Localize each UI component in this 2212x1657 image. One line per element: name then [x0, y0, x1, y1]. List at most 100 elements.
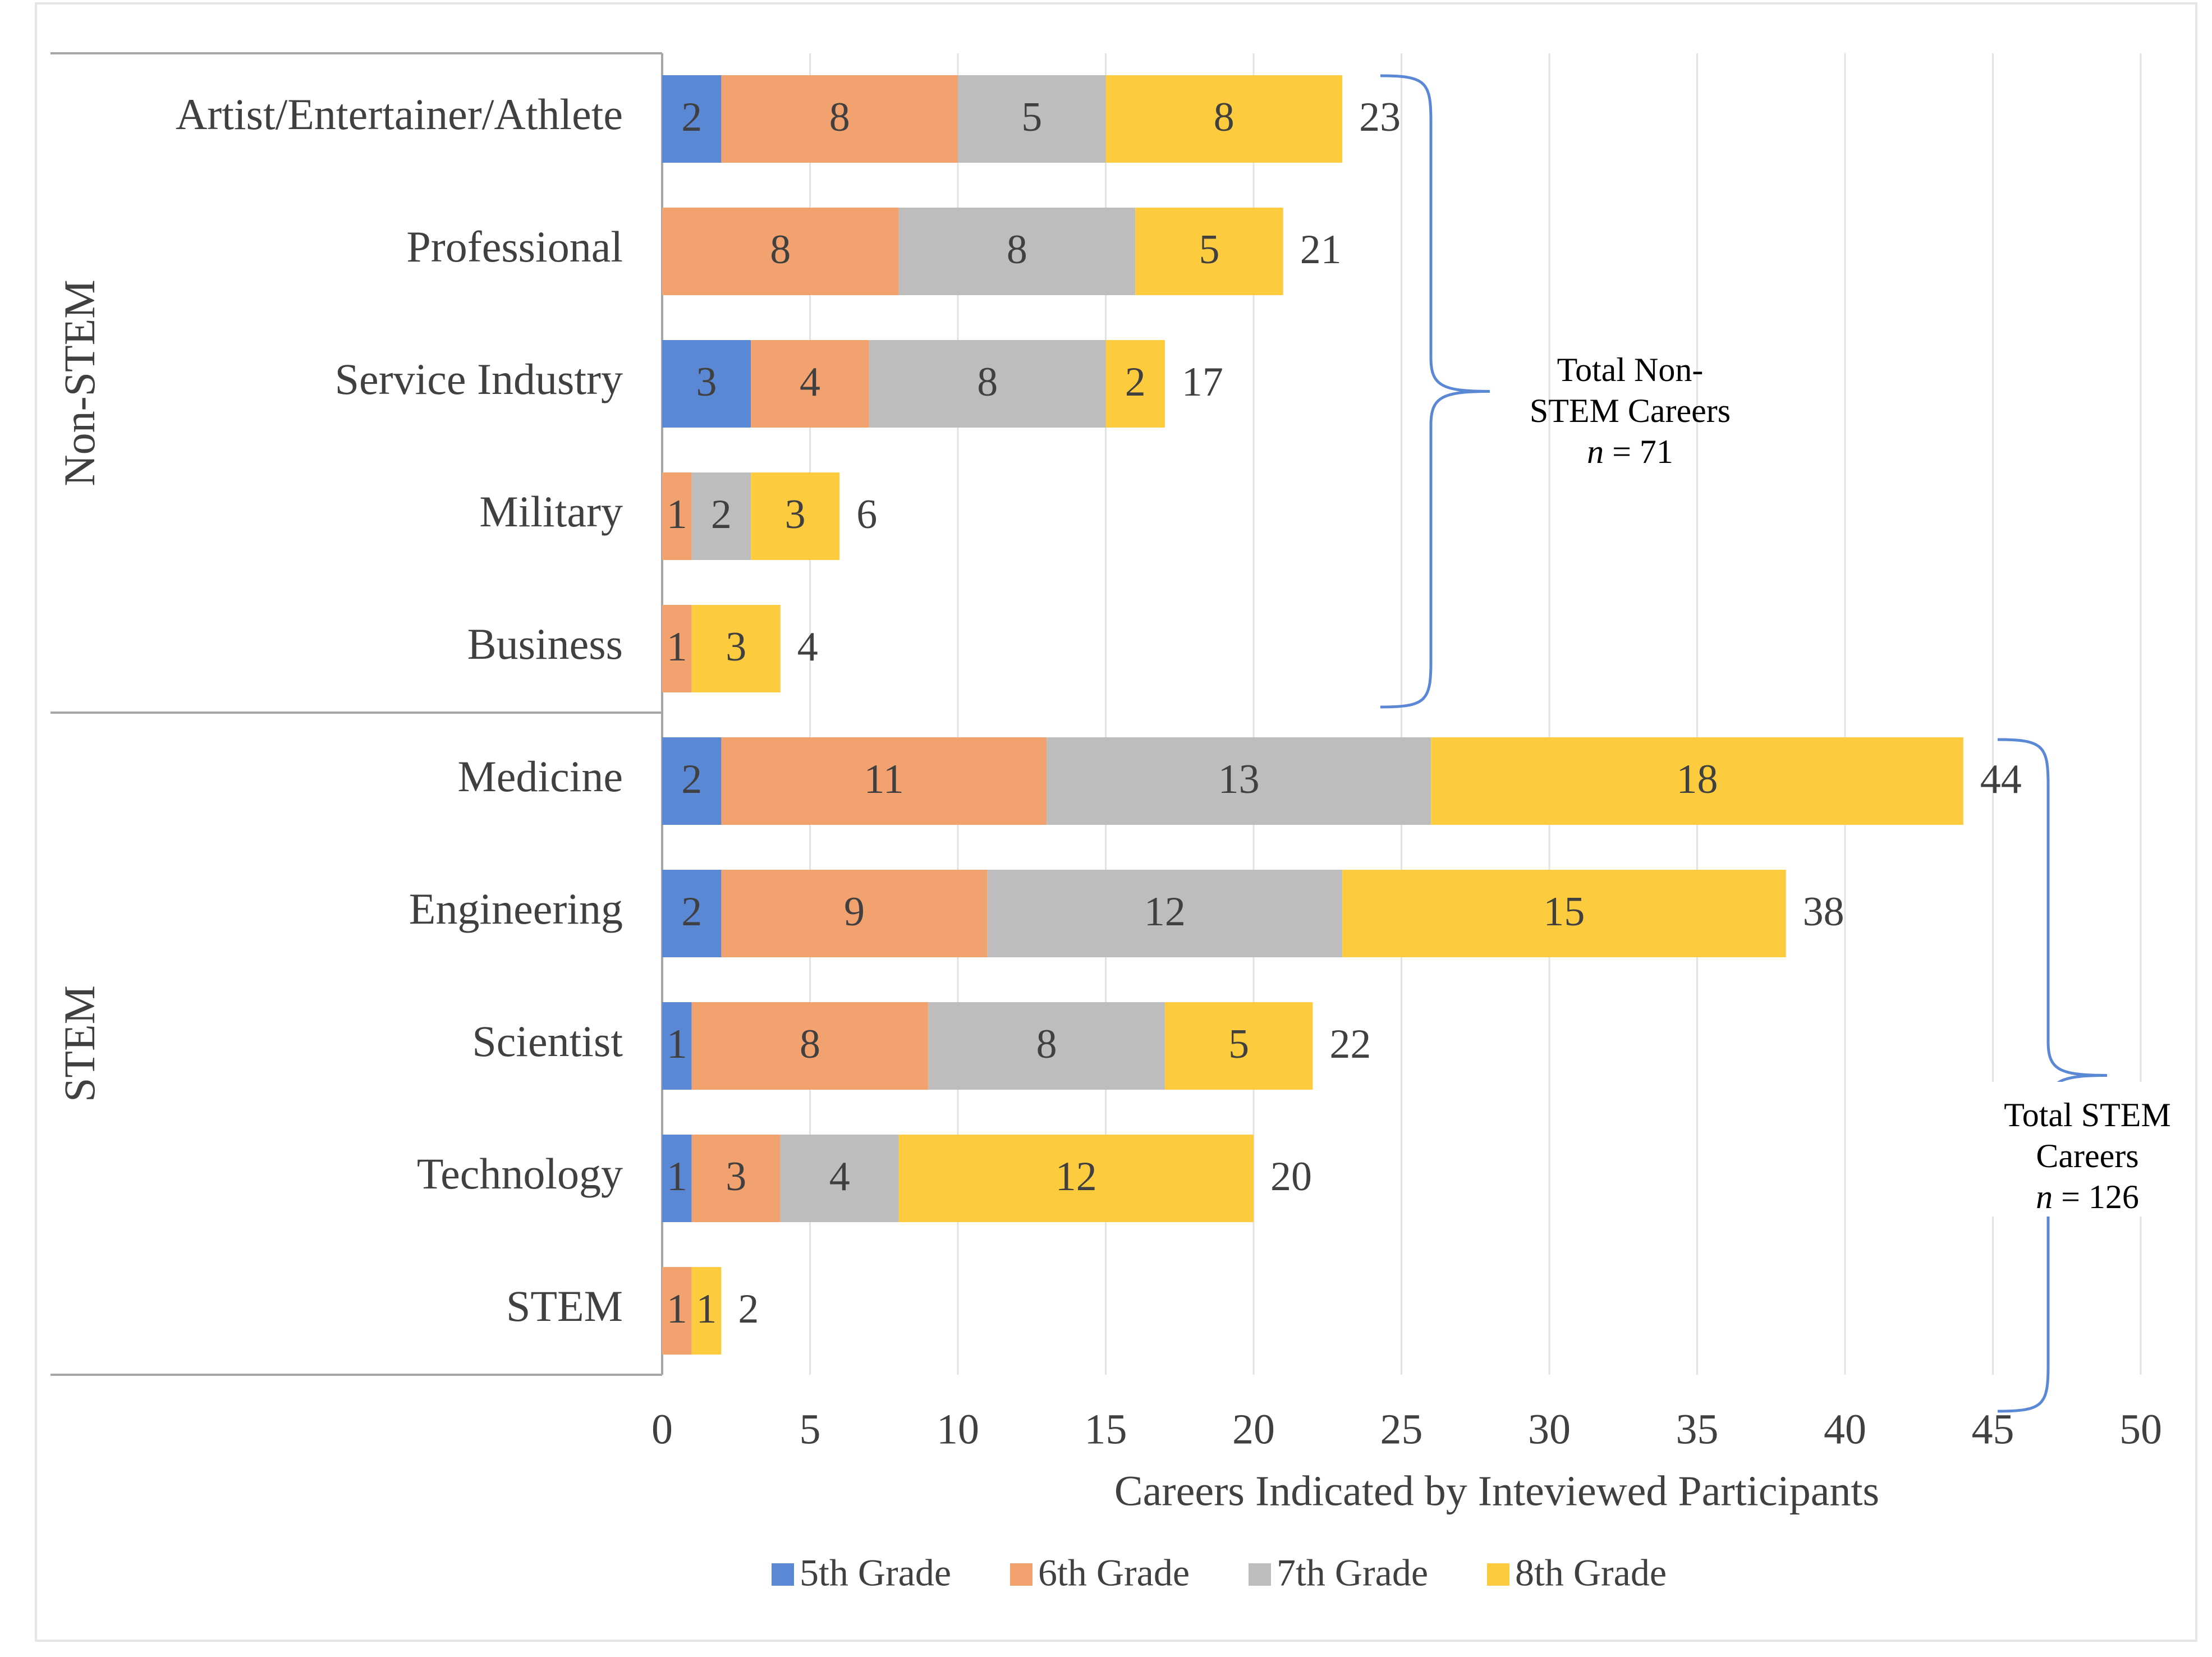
total-label: 22: [1329, 1021, 1371, 1067]
data-label: 3: [726, 624, 746, 670]
data-label: 3: [696, 359, 717, 405]
total-label: 38: [1803, 889, 1844, 935]
category-label: Business: [467, 619, 623, 668]
x-tick-label: 5: [800, 1406, 821, 1453]
bar-segment: [898, 208, 1136, 295]
legend-swatch: [1249, 1563, 1271, 1586]
bar-segment: [662, 870, 722, 957]
annotation-n-value: = 126: [2053, 1178, 2139, 1215]
data-label: 1: [696, 1286, 717, 1332]
annotation-n-symbol: n: [2036, 1178, 2053, 1215]
bar-segment: [662, 472, 692, 560]
bar-segment: [662, 208, 899, 295]
data-label: 8: [829, 94, 850, 140]
bar-segment: [691, 1002, 929, 1090]
data-label: 2: [681, 756, 702, 802]
data-label: 2: [1125, 359, 1146, 405]
category-label: STEM: [506, 1282, 623, 1330]
bar-segment: [721, 870, 988, 957]
category-label: Service Industry: [335, 355, 623, 403]
bar-segment: [1431, 737, 1963, 825]
bar-segment: [1105, 75, 1343, 163]
annotation-stem-line: Total STEM: [2004, 1096, 2170, 1133]
legend-label: 8th Grade: [1515, 1552, 1667, 1594]
bar-segment: [691, 472, 751, 560]
annotation-non-stem-line: Total Non-: [1557, 351, 1704, 388]
total-label: 21: [1300, 227, 1342, 273]
category-label: Military: [479, 487, 623, 536]
data-label: 8: [977, 359, 998, 405]
x-axis-title: Careers Indicated by Inteviewed Particip…: [1114, 1467, 1879, 1514]
bar-segment: [987, 870, 1343, 957]
bar-segment: [1164, 1002, 1313, 1090]
bar-segment: [691, 1135, 781, 1222]
data-label: 13: [1218, 756, 1260, 802]
bar-segment: [662, 340, 751, 428]
data-label: 2: [681, 889, 702, 935]
data-label: 11: [864, 756, 904, 802]
bar-segment: [1342, 870, 1786, 957]
category-label: Medicine: [457, 752, 623, 801]
x-tick-label: 40: [1824, 1406, 1866, 1453]
annotation-stem-n: n = 126: [2036, 1178, 2139, 1215]
x-tick-label: 45: [1972, 1406, 2014, 1453]
data-label: 1: [667, 1286, 687, 1332]
bar-segment: [869, 340, 1106, 428]
bar-segment: [721, 737, 1047, 825]
total-label: 44: [1980, 756, 2022, 802]
bar-segment: [898, 1135, 1254, 1222]
x-tick-label: 10: [937, 1406, 979, 1453]
bar-segment: [751, 472, 840, 560]
bar-segment: [1105, 340, 1165, 428]
data-label: 8: [800, 1021, 820, 1067]
bar-segment: [662, 1002, 692, 1090]
bar-segment: [691, 1267, 722, 1355]
legend-swatch: [1487, 1563, 1509, 1586]
total-label: 6: [856, 492, 877, 538]
category-label: Scientist: [472, 1017, 623, 1066]
bar-segment: [662, 75, 722, 163]
legend-label: 5th Grade: [800, 1552, 951, 1594]
bar-segment: [721, 75, 958, 163]
legend-swatch: [1010, 1563, 1032, 1586]
data-label: 8: [1214, 94, 1235, 140]
legend-swatch: [772, 1563, 794, 1586]
data-label: 12: [1055, 1154, 1097, 1200]
annotation-non-stem-n: n = 71: [1587, 433, 1673, 470]
bar-segment: [1047, 737, 1431, 825]
annotation-stem-line: Careers: [2036, 1137, 2138, 1174]
data-label: 8: [770, 227, 791, 273]
data-label: 1: [667, 1021, 687, 1067]
bar-segment: [662, 605, 692, 692]
data-label: 5: [1199, 227, 1219, 273]
data-label: 2: [681, 94, 702, 140]
annotation-n-value: = 71: [1604, 433, 1673, 470]
x-tick-label: 20: [1232, 1406, 1275, 1453]
bar-segment: [958, 75, 1106, 163]
data-label: 5: [1228, 1021, 1249, 1067]
bar-segment: [662, 1267, 692, 1355]
page-frame: [35, 2, 2197, 1642]
category-label: Artist/Entertainer/Athlete: [176, 90, 623, 139]
bar-segment: [691, 605, 781, 692]
x-tick-label: 30: [1528, 1406, 1571, 1453]
data-label: 15: [1543, 889, 1585, 935]
x-tick-label: 35: [1676, 1406, 1719, 1453]
total-label: 20: [1270, 1154, 1312, 1200]
x-tick-label: 15: [1085, 1406, 1127, 1453]
brace-stem: [1997, 738, 2108, 1413]
bar-segment: [751, 340, 869, 428]
bar-segment: [780, 1135, 899, 1222]
legend-label: 6th Grade: [1038, 1552, 1190, 1594]
data-label: 3: [785, 492, 806, 538]
data-label: 9: [844, 889, 865, 935]
legend-label: 7th Grade: [1277, 1552, 1428, 1594]
annotation-non-stem-line: STEM Careers: [1530, 392, 1731, 429]
category-label: Technology: [417, 1149, 623, 1198]
data-label: 4: [800, 359, 820, 405]
bar-segment: [1135, 208, 1283, 295]
group-label-stem: STEM: [55, 985, 104, 1102]
data-label: 8: [1007, 227, 1027, 273]
total-label: 23: [1359, 94, 1401, 140]
